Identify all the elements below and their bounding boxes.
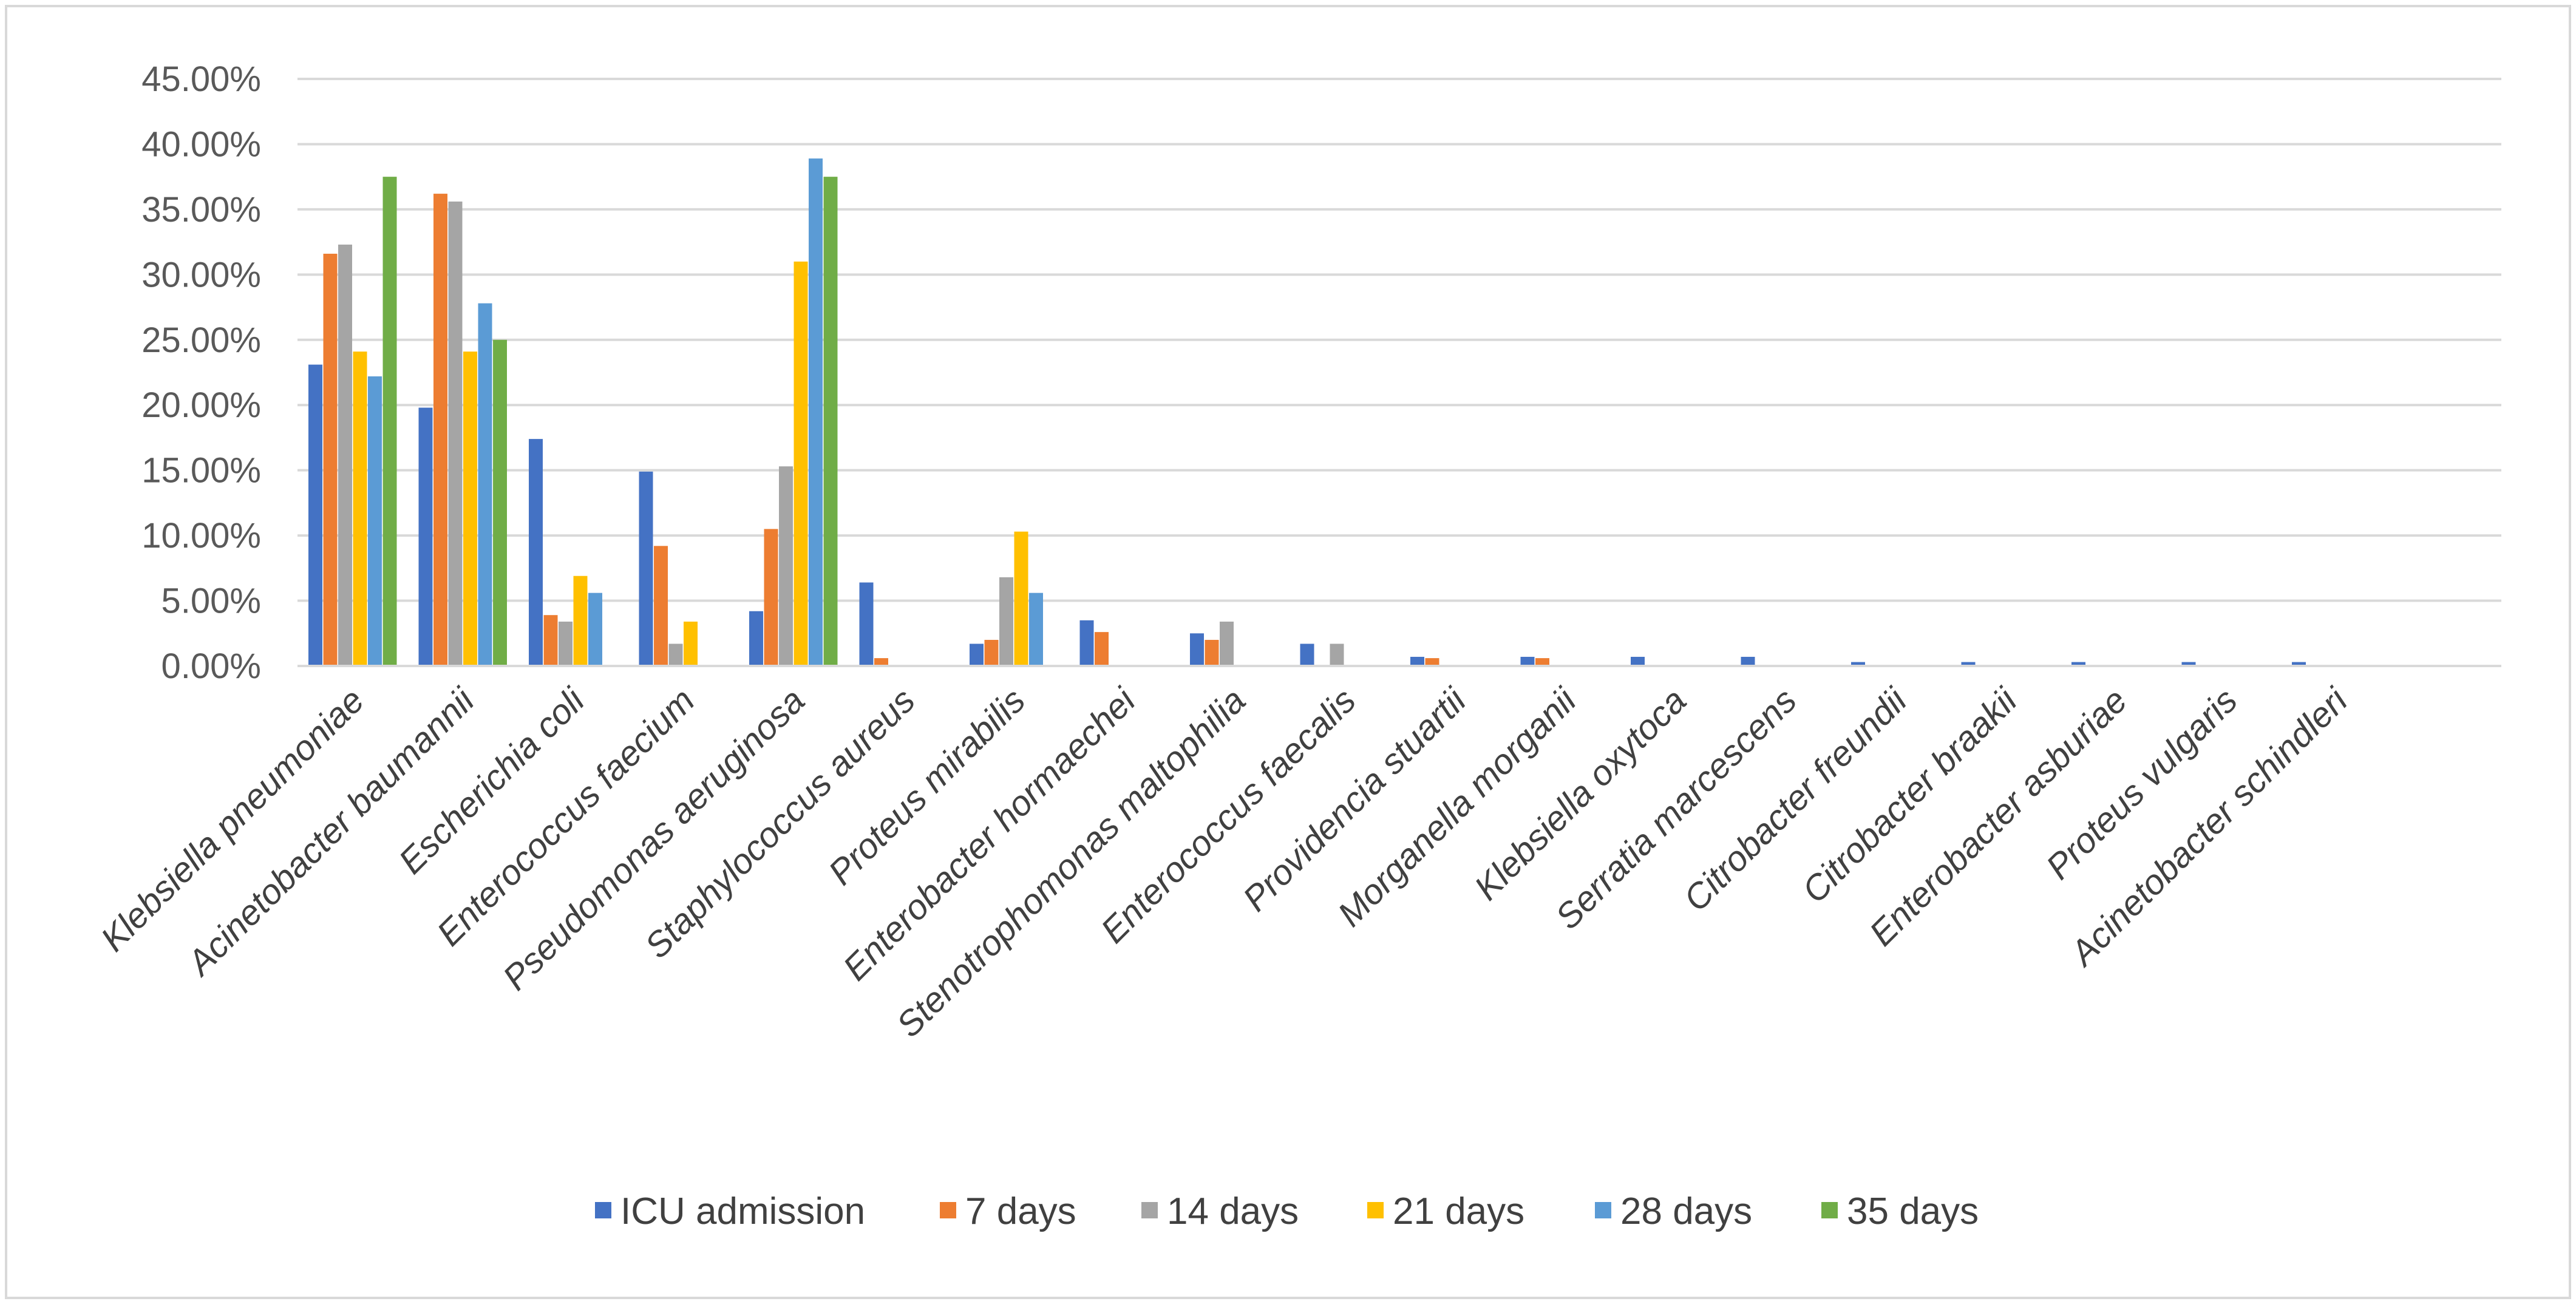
bar-7-days-1 xyxy=(433,194,447,666)
bar-35-days-4 xyxy=(823,177,838,667)
bar-14-days-3 xyxy=(668,644,683,666)
bar-21-days-4 xyxy=(794,261,808,666)
y-tick-label: 20.00% xyxy=(141,385,261,425)
bar-icu-admission-7 xyxy=(1079,620,1094,666)
bar-icu-admission-4 xyxy=(749,611,763,666)
bar-7-days-2 xyxy=(543,615,558,666)
legend-swatch xyxy=(1595,1202,1611,1218)
category-label: Proteus mirabilis xyxy=(821,681,1033,892)
legend-swatch xyxy=(940,1202,956,1218)
bar-21-days-6 xyxy=(1014,531,1028,666)
bar-icu-admission-12 xyxy=(1631,656,1645,666)
category-label: Klebsiella oxytoca xyxy=(1467,681,1694,908)
legend-swatch xyxy=(1367,1202,1384,1218)
bar-icu-admission-11 xyxy=(1520,656,1535,666)
bar-28-days-1 xyxy=(478,303,492,666)
bar-icu-admission-16 xyxy=(2071,662,2085,666)
legend-label: ICU admission xyxy=(620,1190,865,1232)
bar-7-days-10 xyxy=(1425,658,1439,666)
bar-28-days-6 xyxy=(1029,593,1043,666)
bar-35-days-0 xyxy=(382,177,397,667)
legend-label: 21 days xyxy=(1393,1190,1524,1232)
y-tick-label: 45.00% xyxy=(141,59,261,99)
bar-14-days-9 xyxy=(1330,644,1344,666)
y-tick-label: 5.00% xyxy=(161,582,261,621)
bar-icu-admission-2 xyxy=(529,439,543,666)
y-axis-tick-labels: 0.00% 5.00% 10.00% 15.00% 20.00% 25.00% 30.00%… xyxy=(141,59,261,686)
bar-icu-admission-6 xyxy=(970,644,984,666)
bar-21-days-2 xyxy=(573,576,588,666)
bar-icu-admission-0 xyxy=(308,364,322,666)
bar-35-days-1 xyxy=(493,339,507,666)
bar-21-days-0 xyxy=(353,351,367,666)
legend-swatch xyxy=(1821,1202,1838,1218)
bar-7-days-5 xyxy=(874,658,888,666)
bar-7-days-0 xyxy=(323,253,338,666)
bar-icu-admission-17 xyxy=(2181,662,2196,666)
category-label: Citrobacter braakii xyxy=(1795,680,2025,911)
bar-21-days-3 xyxy=(684,621,698,666)
y-tick-label: 25.00% xyxy=(141,321,261,360)
bar-14-days-2 xyxy=(559,621,573,666)
bar-icu-admission-15 xyxy=(1961,662,1976,666)
bar-7-days-7 xyxy=(1095,632,1109,666)
y-tick-label: 35.00% xyxy=(141,190,261,229)
bar-7-days-8 xyxy=(1205,640,1219,666)
bar-14-days-0 xyxy=(338,244,352,666)
bar-28-days-0 xyxy=(368,376,382,666)
bar-icu-admission-3 xyxy=(639,471,653,666)
bar-14-days-6 xyxy=(999,577,1013,666)
bar-14-days-4 xyxy=(779,466,793,666)
legend: ICU admission 7 days 14 days 21 days 28 days… xyxy=(595,1190,1979,1232)
gridlines xyxy=(297,78,2501,602)
bar-28-days-4 xyxy=(809,158,823,666)
bar-7-days-6 xyxy=(984,640,999,666)
bar-14-days-1 xyxy=(448,201,463,666)
y-tick-label: 0.00% xyxy=(161,647,261,686)
y-tick-label: 10.00% xyxy=(141,516,261,555)
legend-label: 7 days xyxy=(965,1190,1076,1232)
legend-swatch xyxy=(595,1202,611,1218)
bar-icu-admission-13 xyxy=(1741,656,1755,666)
bar-icu-admission-10 xyxy=(1410,656,1424,666)
bar-icu-admission-8 xyxy=(1190,633,1204,666)
legend-label: 35 days xyxy=(1847,1190,1979,1232)
legend-label: 28 days xyxy=(1620,1190,1752,1232)
bar-14-days-8 xyxy=(1220,621,1234,666)
bar-7-days-11 xyxy=(1535,658,1549,666)
bar-icu-admission-14 xyxy=(1851,662,1865,666)
legend-label: 14 days xyxy=(1167,1190,1299,1232)
legend-swatch xyxy=(1141,1202,1158,1218)
bar-21-days-1 xyxy=(463,351,477,666)
y-tick-label: 15.00% xyxy=(141,451,261,491)
bar-7-days-3 xyxy=(654,546,668,666)
y-tick-label: 30.00% xyxy=(141,255,261,294)
bars xyxy=(308,158,2306,667)
bar-icu-admission-18 xyxy=(2292,662,2306,666)
category-label: Proteus vulgaris xyxy=(2039,681,2245,887)
bar-icu-admission-9 xyxy=(1300,644,1314,666)
y-tick-label: 40.00% xyxy=(141,124,261,164)
bar-icu-admission-5 xyxy=(859,582,874,666)
bar-7-days-4 xyxy=(764,529,778,666)
category-label: Escherichia coli xyxy=(391,680,593,881)
bar-28-days-2 xyxy=(588,593,602,666)
bar-icu-admission-1 xyxy=(418,407,433,666)
